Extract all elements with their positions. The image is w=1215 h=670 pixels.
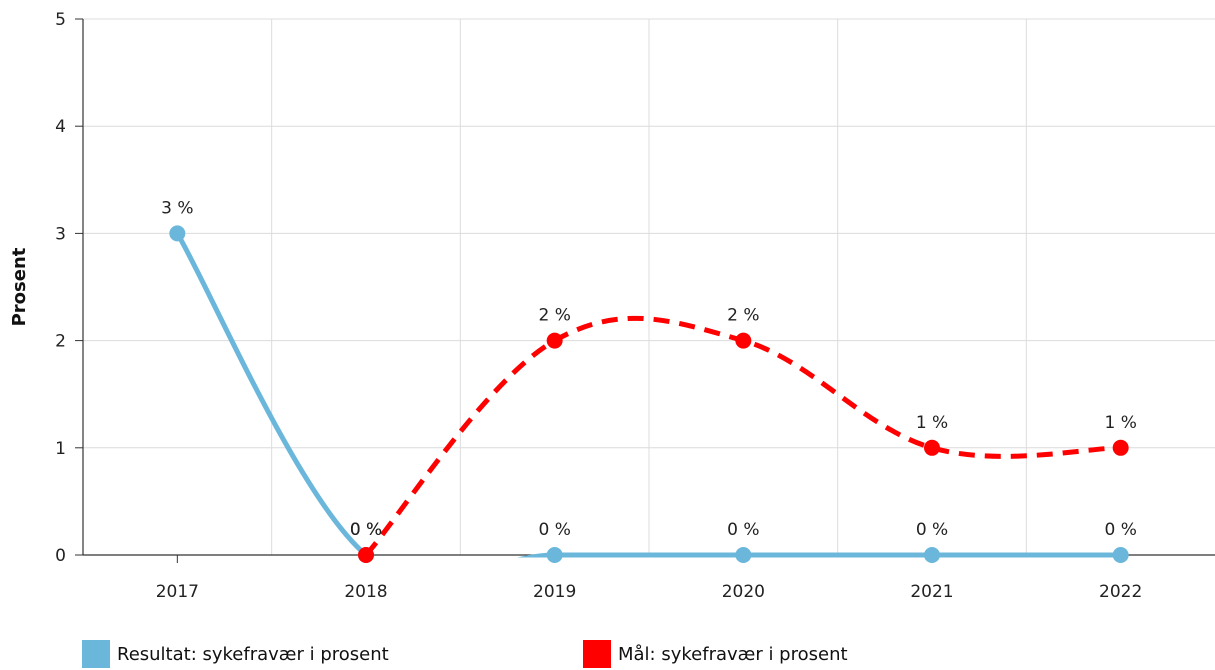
data-label: 3 % — [161, 198, 193, 218]
legend-swatch — [82, 640, 110, 668]
data-labels: 3 %0 % 0 % 0 % 0 % 0 %0 %2 % 2 %1 % 1 % — [161, 198, 1137, 540]
tick-labels: 0 1 2 3 4 5 2017 2018 2019 2020 2021 2022 — [55, 10, 1142, 602]
data-point — [924, 547, 940, 563]
y-tick-label: 2 — [55, 332, 66, 352]
y-tick-label: 4 — [55, 117, 66, 137]
data-point — [735, 332, 752, 349]
y-tick-label: 5 — [55, 10, 66, 30]
data-label: 0 % — [350, 520, 382, 540]
x-tick-label: 2019 — [533, 582, 576, 602]
x-tick-label: 2022 — [1099, 582, 1142, 602]
data-label: 2 % — [538, 306, 570, 326]
data-label: 0 % — [350, 520, 382, 540]
y-tick-label: 0 — [55, 546, 66, 566]
legend-label: Mål: sykefravær i prosent — [618, 643, 848, 665]
y-tick-label: 3 — [55, 224, 66, 244]
x-tick-label: 2021 — [910, 582, 953, 602]
data-point — [924, 439, 940, 456]
data-point — [169, 225, 186, 242]
data-point — [1112, 547, 1129, 563]
legend-swatch — [583, 640, 611, 668]
data-point — [735, 547, 752, 563]
data-label: 2 % — [727, 306, 759, 326]
legend-item-mal[interactable]: Mål: sykefravær i prosent — [583, 640, 848, 668]
y-axis-label: Prosent — [9, 247, 30, 326]
y-tick-label: 1 — [55, 439, 66, 459]
data-point — [546, 547, 563, 563]
data-label: 0 % — [1104, 520, 1136, 540]
data-point — [1112, 439, 1129, 456]
series-group — [169, 225, 1129, 563]
grid — [83, 18, 1215, 555]
axes — [75, 18, 1215, 563]
x-tick-label: 2020 — [722, 582, 765, 602]
x-tick-label: 2017 — [156, 582, 199, 602]
data-label: 0 % — [916, 520, 948, 540]
data-label: 1 % — [916, 413, 948, 433]
x-tick-label: 2018 — [344, 582, 387, 602]
data-point — [546, 332, 563, 349]
legend-label: Resultat: sykefravær i prosent — [117, 643, 389, 665]
legend-item-resultat[interactable]: Resultat: sykefravær i prosent — [82, 640, 389, 668]
data-label: 0 % — [538, 520, 570, 540]
data-label: 0 % — [727, 520, 759, 540]
data-point — [358, 547, 374, 563]
data-label: 1 % — [1104, 413, 1136, 433]
